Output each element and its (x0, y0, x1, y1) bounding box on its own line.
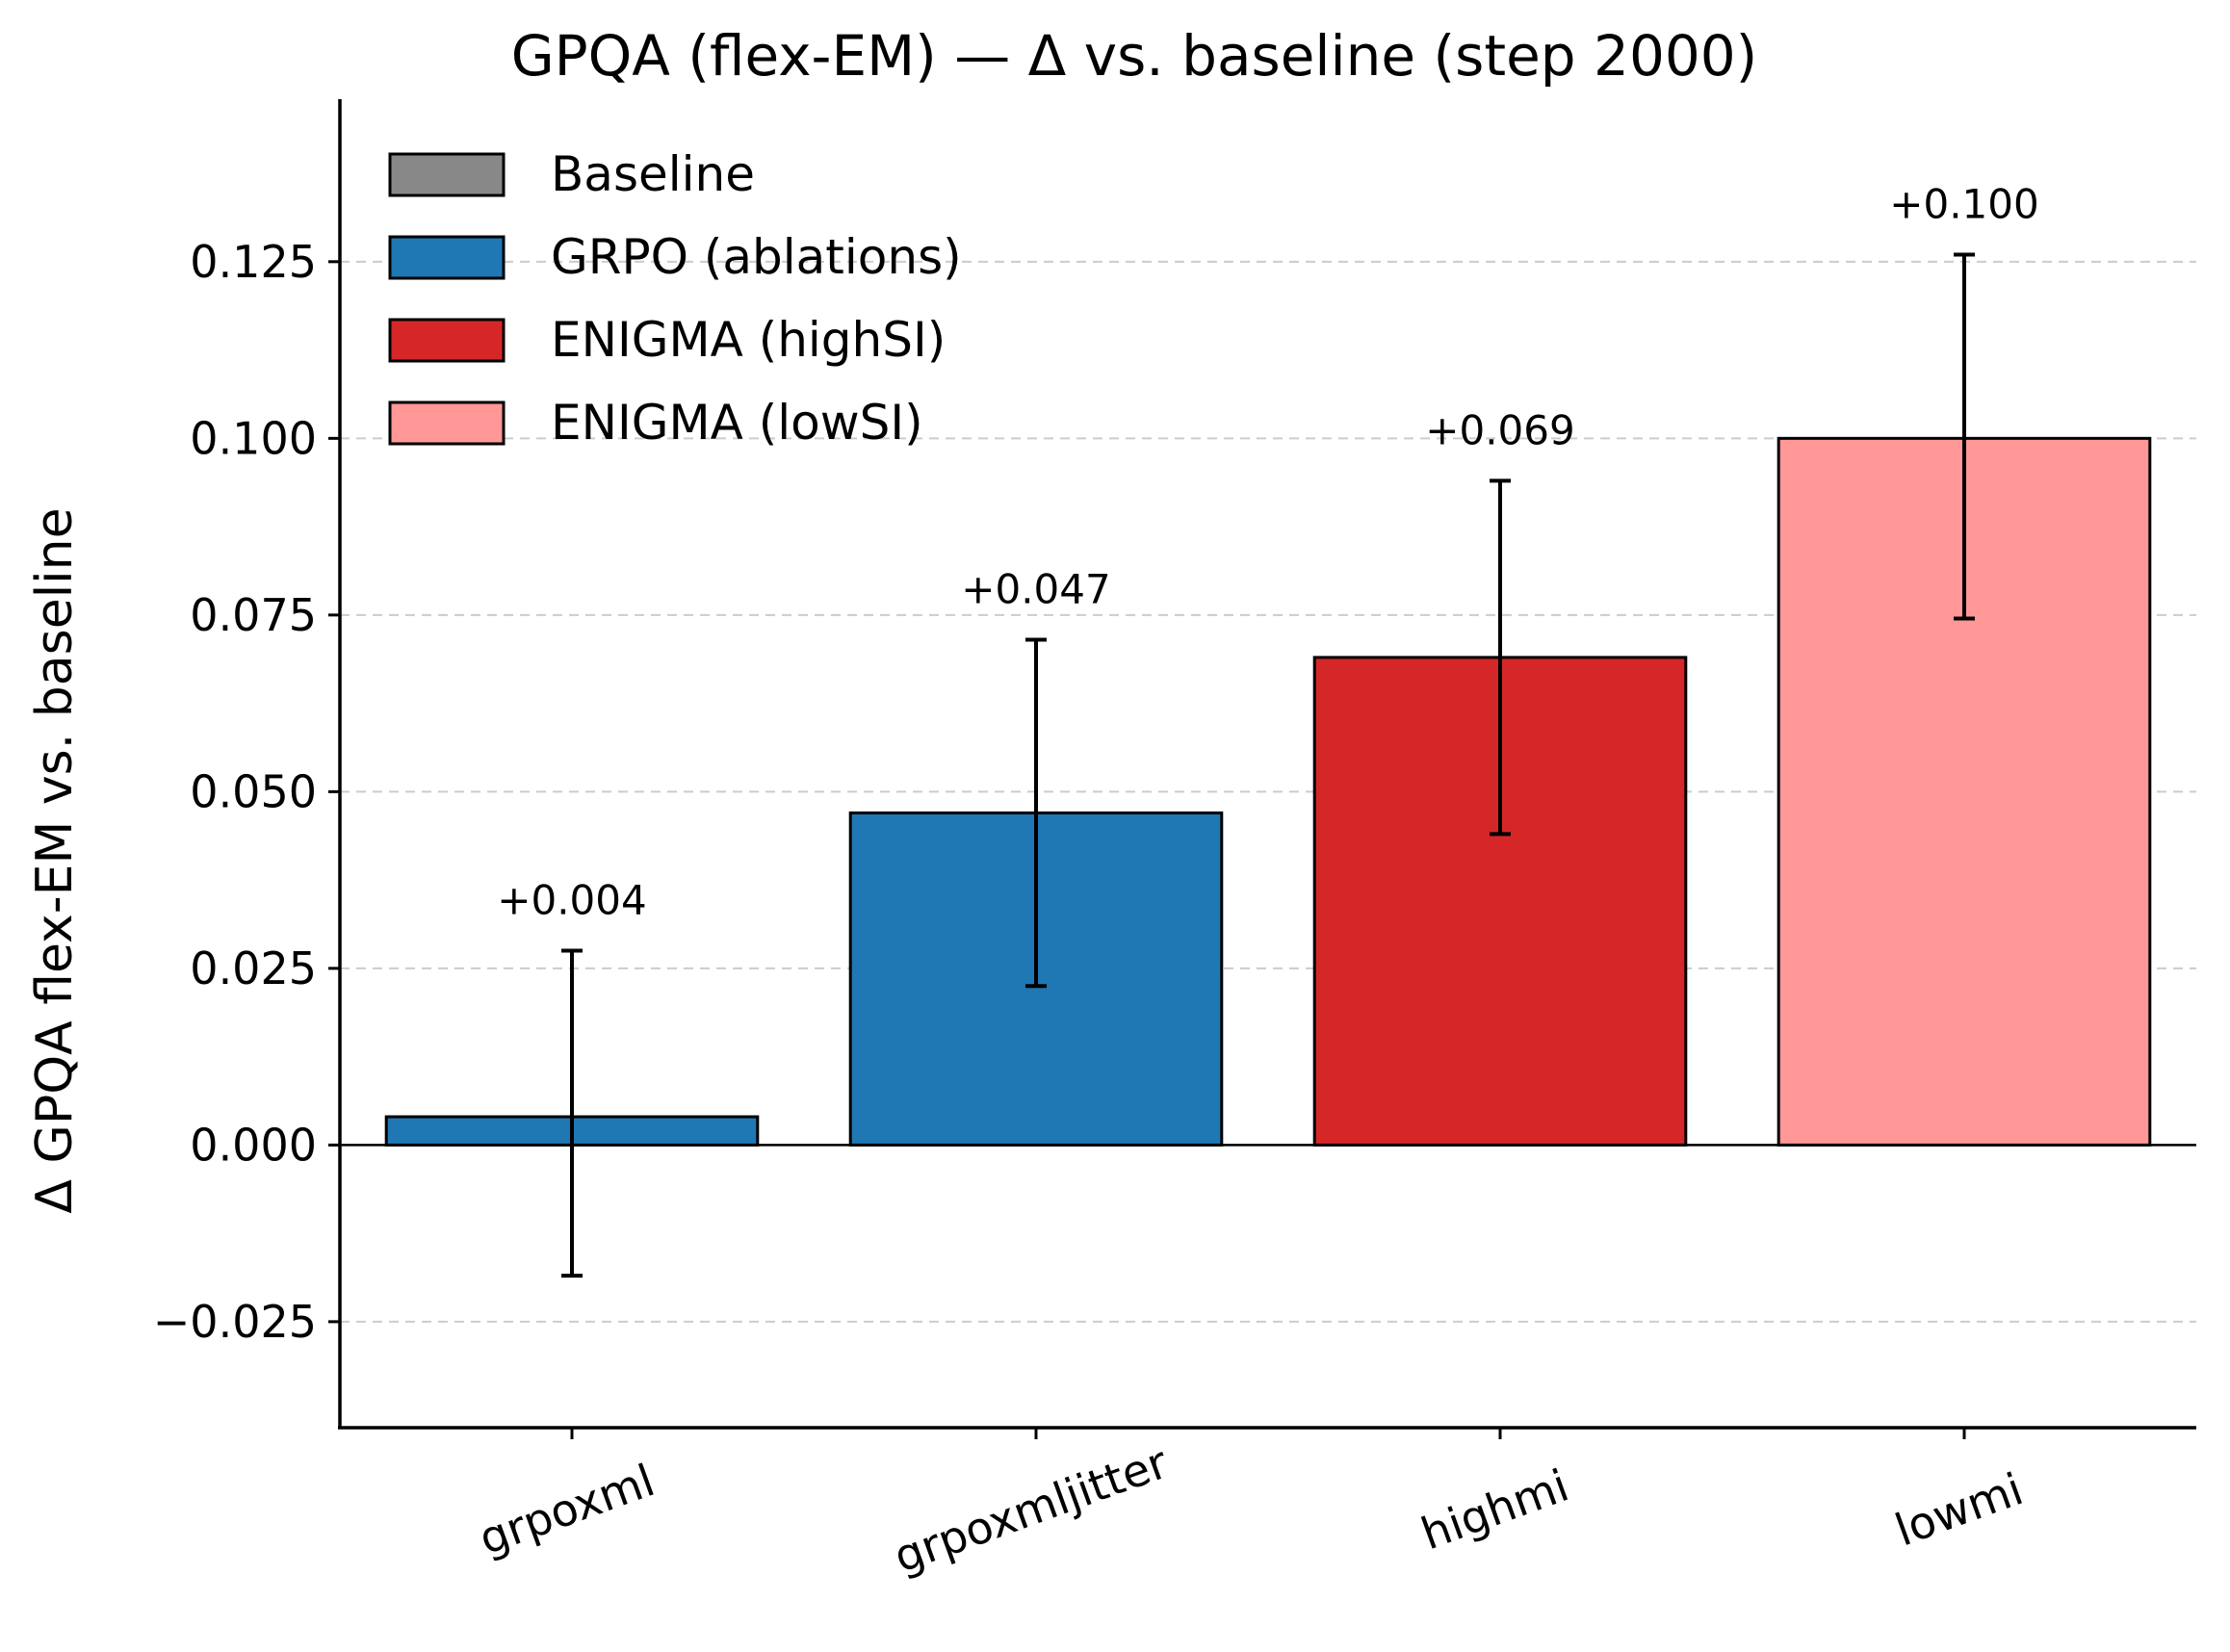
legend-swatch (388, 152, 506, 197)
legend-swatch (388, 318, 506, 363)
x-tick-label: grpoxmljitter (887, 1436, 1174, 1584)
y-tick-label: 0.025 (190, 942, 317, 994)
y-axis-label: Δ GPQA flex-EM vs. baseline (26, 507, 84, 1213)
x-tick-label: grpoxml (473, 1454, 661, 1564)
x-tick-label: highmi (1414, 1459, 1575, 1561)
y-ticks: −0.025 0.000 0.025 0.050 0.075 0.100 0.125 (153, 236, 340, 1348)
y-tick-label: 0.075 (190, 589, 317, 641)
chart-title: GPQA (flex-EM) — Δ vs. baseline (step 20… (511, 23, 1758, 89)
bar-labels: +0.004 +0.047 +0.069 +0.100 (497, 180, 2038, 923)
y-tick-label: 0.000 (190, 1119, 317, 1171)
y-tick-label: 0.125 (190, 236, 317, 288)
legend-label: ENIGMA (highSI) (551, 312, 946, 368)
y-tick-label: 0.100 (190, 412, 317, 464)
error-bars (561, 252, 1975, 1278)
y-tick-label: −0.025 (153, 1296, 317, 1348)
axes (338, 99, 2196, 1430)
legend: Baseline GRPO (ablations) ENIGMA (highSI) E… (388, 146, 962, 451)
bar-value-label: +0.069 (1425, 406, 1574, 453)
y-tick-label: 0.050 (190, 765, 317, 817)
legend-label: GRPO (ablations) (551, 229, 962, 285)
x-tick-label: lowmi (1888, 1462, 2029, 1556)
bar-value-label: +0.100 (1889, 180, 2038, 227)
bar-value-label: +0.004 (497, 877, 646, 924)
bars (384, 436, 2152, 1147)
legend-label: Baseline (551, 146, 755, 202)
legend-label: ENIGMA (lowSI) (551, 395, 923, 451)
x-ticks: grpoxml grpoxmljitter highmi lowmi (473, 1428, 2030, 1583)
legend-swatch (388, 235, 506, 280)
bar-value-label: +0.047 (961, 566, 1110, 613)
legend-swatch (388, 400, 506, 446)
